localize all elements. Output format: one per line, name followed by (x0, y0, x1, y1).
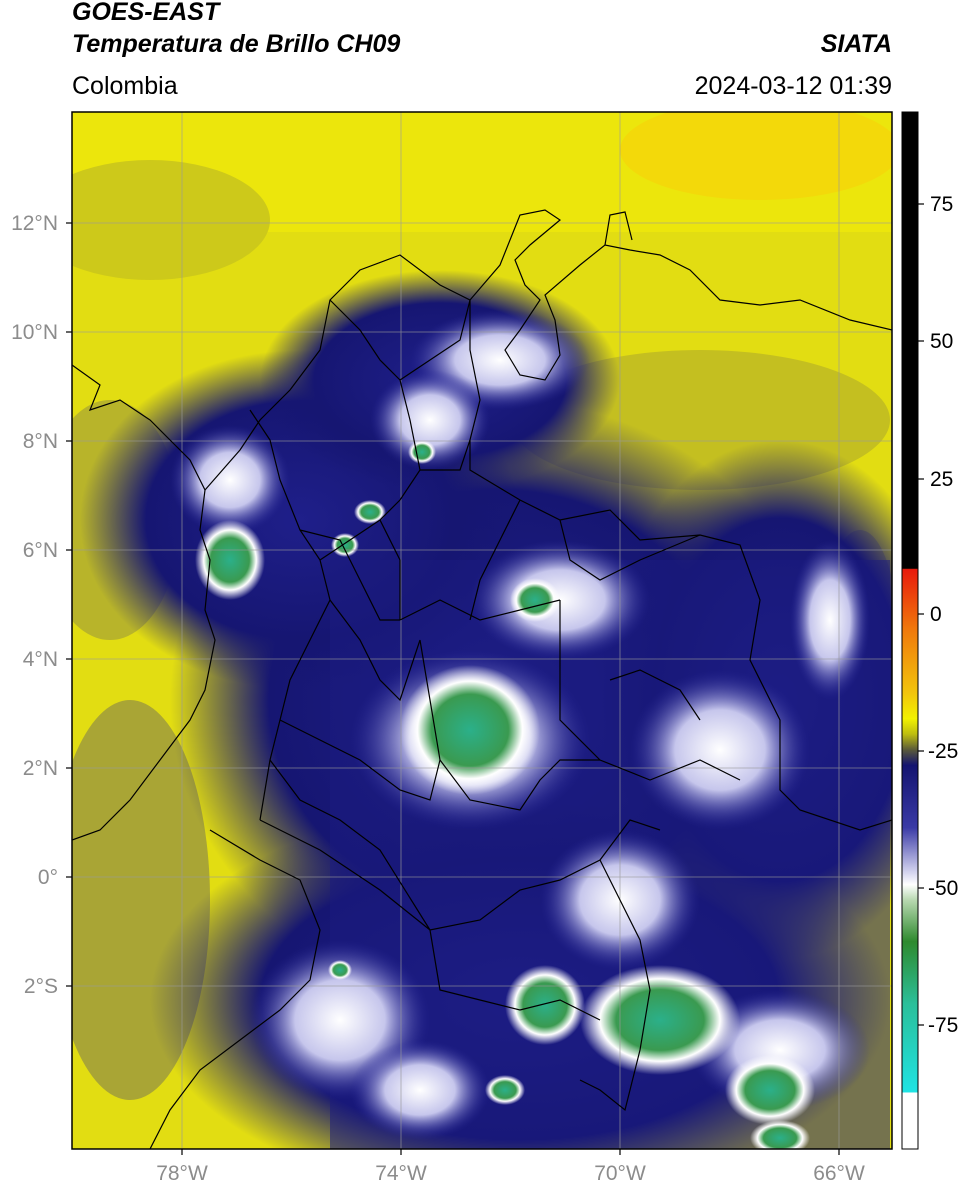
product-title: Temperatura de Brillo CH09 (72, 30, 401, 58)
lat-label-0: 0° (38, 866, 58, 889)
colorbar-tick-minus50: -50 (928, 877, 958, 900)
lat-label-10n: 10°N (11, 321, 58, 344)
country-borders (72, 209, 892, 1149)
lon-label-74w: 74°W (375, 1162, 427, 1185)
lon-label-66w: 66°W (813, 1162, 865, 1185)
lat-label-6n: 6°N (23, 539, 58, 562)
region-label: Colombia (72, 72, 178, 100)
graticule (72, 112, 892, 1149)
lat-label-2n: 2°N (23, 757, 58, 780)
colorbar (901, 111, 919, 1150)
colorbar-tick-minus25: -25 (928, 740, 958, 763)
lon-label-70w: 70°W (594, 1162, 646, 1185)
lat-label-4n: 4°N (23, 648, 58, 671)
lat-label-8n: 8°N (23, 430, 58, 453)
lat-label-12n: 12°N (11, 212, 58, 235)
brand-label: SIATA (820, 30, 892, 58)
colorbar-tick-25: 25 (930, 468, 953, 491)
lat-label-2s: 2°S (24, 975, 58, 998)
timestamp-label: 2024-03-12 01:39 (694, 72, 892, 100)
colorbar-tick-75: 75 (930, 193, 953, 216)
colorbar-tick-50: 50 (930, 330, 953, 353)
satellite-title: GOES-EAST (72, 0, 220, 26)
colorbar-tick-0: 0 (930, 603, 942, 626)
lon-label-78w: 78°W (156, 1162, 208, 1185)
map-frame (71, 111, 893, 1150)
colorbar-tick-minus75: -75 (928, 1014, 958, 1037)
map-imagery (72, 112, 892, 1149)
